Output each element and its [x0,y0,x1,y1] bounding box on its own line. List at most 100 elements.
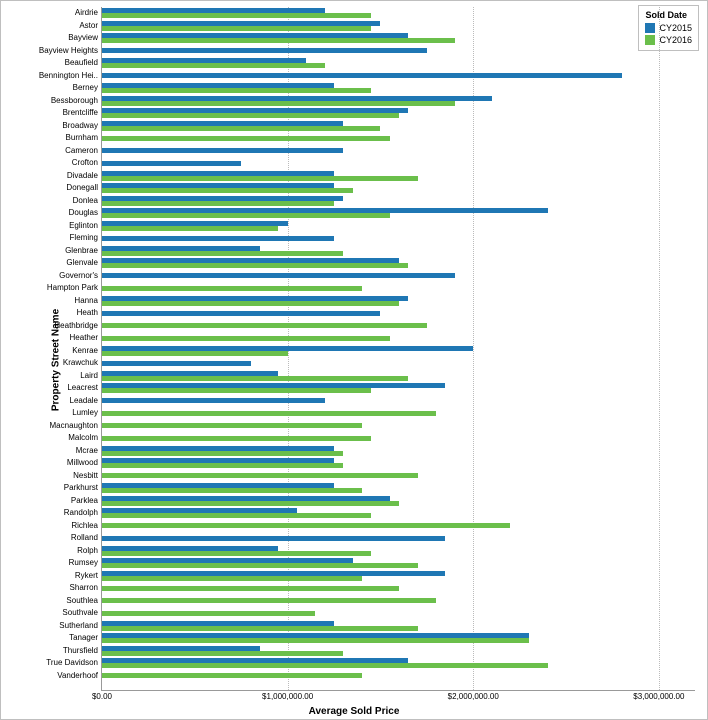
bar-cy2016 [102,388,371,393]
bar-cy2016 [102,451,343,456]
y-tick-label: Bennington Hei.. [39,72,102,80]
bar-cy2016 [102,551,371,556]
y-tick-label: Tanager [69,634,102,642]
bar-cy2016 [102,576,362,581]
bar-cy2016 [102,563,418,568]
y-tick-label: Krawchuk [63,359,102,367]
bar-cy2016 [102,586,399,591]
y-tick-label: Eglinton [69,222,102,230]
y-tick-label: Beaufield [65,59,102,67]
bar-cy2015 [102,73,622,78]
y-tick-label: Nesbitt [73,472,102,480]
y-tick-label: Laird [80,372,102,380]
y-tick-label: Heath [77,309,102,317]
y-tick-label: Airdrie [75,9,102,17]
y-tick-label: Heather [70,334,102,342]
y-tick-label: Hampton Park [47,284,102,292]
bar-cy2015 [102,398,325,403]
y-tick-label: Burnham [66,134,102,142]
y-tick-label: Sharron [70,584,102,592]
bar-cy2016 [102,351,288,356]
bar-cy2016 [102,201,334,206]
y-tick-label: Hanna [74,297,102,305]
y-tick-label: Bayview Heights [39,47,102,55]
y-tick-label: Lumley [72,409,102,417]
x-tick-label: $2,000,000.00 [448,690,499,701]
bar-cy2016 [102,423,362,428]
bar-cy2016 [102,188,353,193]
bar-cy2016 [102,323,427,328]
y-tick-label: Malcolm [68,434,102,442]
y-tick-label: True Davidson [46,659,102,667]
bar-cy2016 [102,598,436,603]
bar-cy2016 [102,126,380,131]
y-tick-label: Rumsey [69,559,102,567]
bar-cy2016 [102,473,418,478]
y-tick-label: Southlea [66,597,102,605]
y-tick-label: Thursfield [63,647,102,655]
bar-cy2015 [102,273,455,278]
bar-cy2016 [102,638,529,643]
y-tick-label: Leacrest [67,384,102,392]
bar-cy2016 [102,136,390,141]
y-tick-label: Bessborough [51,97,102,105]
bar-cy2016 [102,626,418,631]
y-tick-label: Heathbridge [54,322,102,330]
bar-cy2016 [102,376,408,381]
y-tick-label: Kenrae [72,347,102,355]
y-tick-label: Brentcliffe [63,109,102,117]
x-tick-label: $0.00 [92,690,112,701]
bar-cy2016 [102,488,362,493]
bar-cy2016 [102,411,436,416]
gridline [659,7,660,690]
bar-cy2016 [102,523,510,528]
y-tick-label: Divadale [67,172,102,180]
y-tick-label: Southvale [62,609,102,617]
bar-cy2016 [102,663,548,668]
y-tick-label: Donegall [66,184,102,192]
bar-cy2016 [102,513,371,518]
x-axis-title: Average Sold Price [309,706,400,717]
y-tick-label: Berney [73,84,102,92]
bar-cy2016 [102,436,371,441]
bar-cy2016 [102,673,362,678]
bar-cy2016 [102,301,399,306]
bar-cy2016 [102,226,278,231]
bar-cy2015 [102,148,343,153]
bar-cy2016 [102,263,408,268]
y-tick-label: Parklea [71,497,102,505]
bar-cy2016 [102,251,343,256]
y-tick-label: Randolph [64,509,102,517]
y-tick-label: Broadway [62,122,102,130]
y-tick-label: Millwood [67,459,102,467]
bar-cy2016 [102,176,418,181]
bar-cy2016 [102,113,399,118]
bar-cy2016 [102,38,455,43]
bar-cy2016 [102,26,371,31]
y-tick-label: Glenbrae [65,247,102,255]
bar-cy2016 [102,286,362,291]
x-tick-label: $1,000,000.00 [262,690,313,701]
bar-cy2015 [102,48,427,53]
y-tick-label: Richlea [71,522,102,530]
x-tick-label: $3,000,000.00 [633,690,684,701]
bar-cy2016 [102,336,390,341]
chart-container: Sold Date CY2015 CY2016 Property Street … [0,0,708,720]
y-tick-label: Vanderhoof [57,672,102,680]
bar-cy2016 [102,463,343,468]
bar-cy2015 [102,161,241,166]
bar-cy2015 [102,311,380,316]
bar-cy2016 [102,651,343,656]
y-tick-label: Leadale [70,397,102,405]
bar-cy2016 [102,13,371,18]
y-tick-label: Crofton [72,159,102,167]
y-tick-label: Governor's [59,272,102,280]
bar-cy2016 [102,88,371,93]
bar-cy2016 [102,501,399,506]
y-tick-label: Donlea [73,197,102,205]
bar-cy2016 [102,63,325,68]
y-tick-label: Rykert [75,572,102,580]
y-tick-label: Fleming [70,234,102,242]
y-tick-label: Douglas [69,209,102,217]
y-tick-label: Rolph [77,547,102,555]
